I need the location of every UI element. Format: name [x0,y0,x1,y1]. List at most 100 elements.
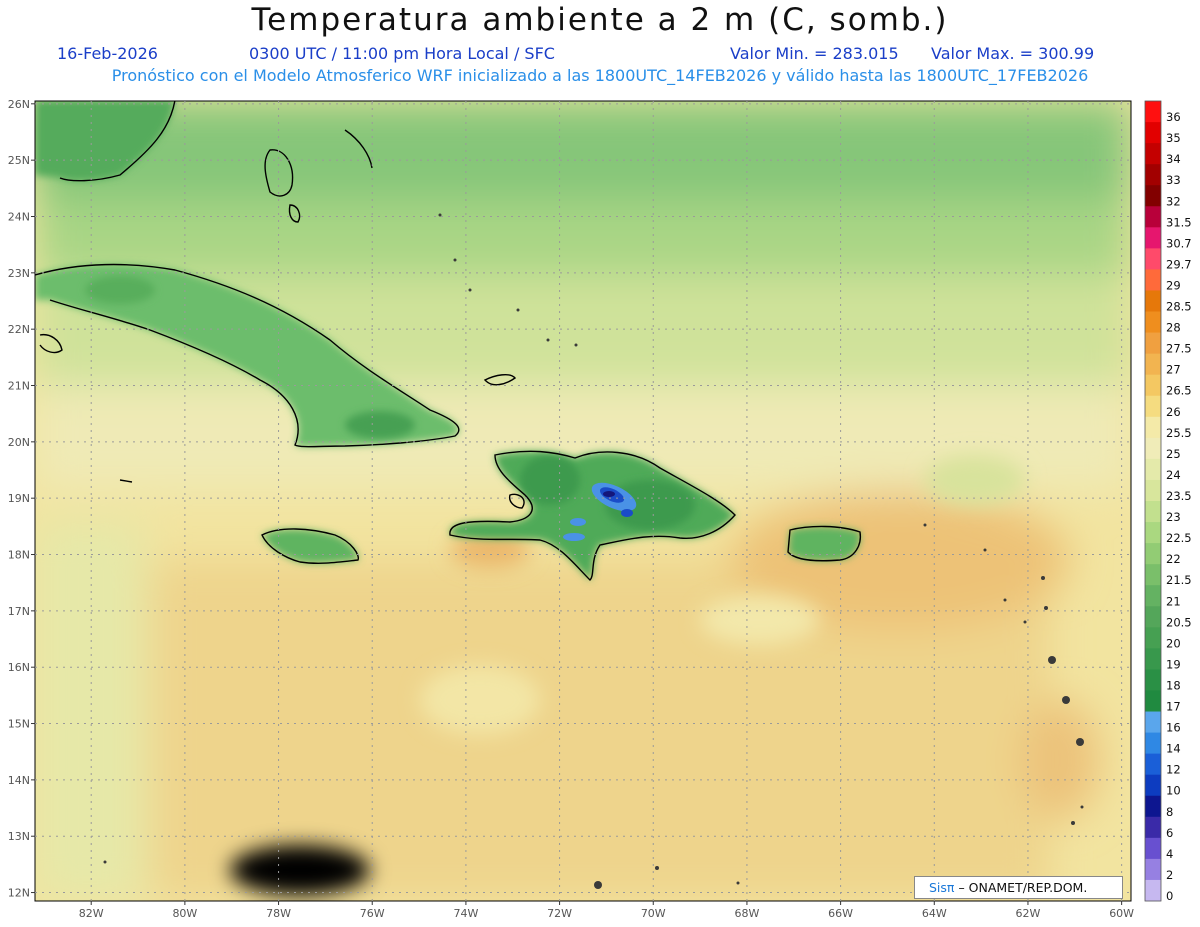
colorbar-label: 25 [1166,447,1181,461]
colorbar-label: 24 [1166,468,1181,482]
colorbar-swatch [1145,711,1161,733]
colorbar-label: 26 [1166,405,1181,419]
colorbar-swatch [1145,774,1161,797]
y-tick-label: 18N [8,549,30,562]
run-info-line: 16-Feb-2026 0300 UTC / 11:00 pm Hora Loc… [0,44,1200,64]
colorbar-label: 28 [1166,321,1181,335]
y-tick-label: 16N [8,661,30,674]
colorbar-label: 8 [1166,805,1173,819]
colorbar-swatch [1145,606,1161,628]
axis-ticks: 82W 80W 78W 76W 74W 72W 70W 68W 66W 64W 62W 60W 12N 1… [8,98,1134,920]
colorbar-swatch [1145,816,1161,839]
colorbar-label: 21 [1166,594,1181,608]
max-value: Valor Max. = 300.99 [931,44,1095,63]
valid-date: 16-Feb-2026 [57,44,158,63]
y-tick-label: 21N [8,380,30,393]
colorbar-label: 26.5 [1166,384,1192,398]
colorbar-swatch [1145,206,1161,228]
colorbar-label: 28.5 [1166,300,1192,314]
colorbar-swatch [1145,648,1161,670]
colorbar-swatch [1145,248,1161,270]
colorbar-swatch [1145,669,1161,691]
y-tick-label: 22N [8,323,30,336]
colorbar: 363534333231.530.729.72928.52827.52726.5… [1144,100,1192,903]
colorbar-label: 20.5 [1166,615,1192,629]
x-tick-label: 70W [641,907,666,920]
colorbar-swatch [1145,690,1161,712]
colorbar-swatch [1145,564,1161,586]
credit-brand: Sisπ [929,880,955,895]
y-tick-label: 25N [8,154,30,167]
colorbar-swatch [1145,185,1161,207]
colorbar-label: 25.5 [1166,426,1192,440]
colorbar-swatch [1145,311,1161,333]
colorbar-swatch [1145,101,1161,123]
map-title: Temperatura ambiente a 2 m (C, somb.) [251,2,949,38]
colorbar-swatch [1145,753,1161,776]
colorbar-swatch [1145,416,1161,439]
colorbar-label: 27 [1166,363,1181,377]
colorbar-swatch [1145,479,1161,502]
credit-org: – ONAMET/REP.DOM. [958,880,1088,895]
colorbar-swatch [1145,269,1161,291]
colorbar-label: 17 [1166,700,1181,714]
x-tick-label: 82W [79,907,104,920]
colorbar-label: 23 [1166,510,1181,524]
colorbar-label: 22 [1166,552,1181,566]
colorbar-swatch [1145,458,1161,481]
colorbar-swatch [1145,395,1161,418]
colorbar-swatch [1145,732,1161,755]
colorbar-swatch [1145,143,1161,165]
y-tick-label: 14N [8,774,30,787]
y-tick-label: 19N [8,492,30,505]
y-tick-label: 20N [8,436,30,449]
colorbar-swatch [1145,353,1161,376]
colorbar-frame [1144,100,1162,902]
colorbar-label: 21.5 [1166,573,1192,587]
x-tick-label: 60W [1109,907,1134,920]
colorbar-label: 20 [1166,636,1181,650]
colorbar-label: 33 [1166,173,1181,187]
colorbar-swatch [1145,122,1161,144]
x-tick-label: 74W [453,907,478,920]
coastlines [35,101,862,581]
colorbar-label: 14 [1166,742,1181,756]
x-tick-label: 64W [922,907,947,920]
colorbar-swatch [1145,374,1161,397]
colorbar-label: 12 [1166,763,1181,777]
colorbar-label: 19 [1166,657,1181,671]
colorbar-label: 4 [1166,847,1173,861]
colorbar-label: 22.5 [1166,531,1192,545]
colorbar-swatch [1145,543,1161,565]
y-tick-label: 13N [8,830,30,843]
x-tick-label: 80W [172,907,197,920]
y-tick-label: 24N [8,210,30,223]
x-tick-label: 72W [547,907,572,920]
colorbar-swatch [1145,627,1161,649]
colorbar-swatch [1145,290,1161,312]
colorbar-label: 35 [1166,131,1181,145]
colorbar-swatch [1145,164,1161,186]
colorbar-label: 27.5 [1166,342,1192,356]
colorbar-swatch [1145,837,1161,860]
model-info-line: Pronóstico con el Modelo Atmosferico WRF… [111,66,1089,85]
plot-frame [34,100,1132,902]
credit-box: Sisπ – ONAMET/REP.DOM. [914,876,1123,899]
x-tick-label: 78W [266,907,291,920]
colorbar-label: 30.7 [1166,236,1192,250]
colorbar-label: 6 [1166,826,1173,840]
cold-spots [563,482,637,541]
colorbar-swatch [1145,332,1161,355]
grid-lines [35,101,1131,901]
colorbar-swatch [1145,501,1161,523]
colorbar-swatch [1145,879,1161,902]
colorbar-label: 2 [1166,868,1173,882]
colorbar-label: 18 [1166,678,1181,692]
colorbar-swatch [1145,795,1161,818]
colorbar-swatch [1145,227,1161,249]
colorbar-label: 0 [1166,889,1173,903]
colorbar-label: 34 [1166,152,1181,166]
colorbar-swatch [1145,585,1161,607]
colorbar-label: 36 [1166,110,1181,124]
